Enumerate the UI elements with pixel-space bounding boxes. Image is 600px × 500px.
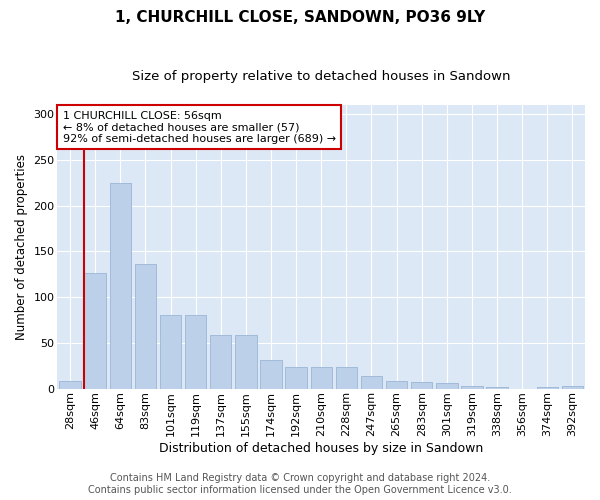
X-axis label: Distribution of detached houses by size in Sandown: Distribution of detached houses by size … <box>159 442 484 455</box>
Bar <box>110 182 131 388</box>
Bar <box>185 316 206 388</box>
Text: Contains HM Land Registry data © Crown copyright and database right 2024.
Contai: Contains HM Land Registry data © Crown c… <box>88 474 512 495</box>
Bar <box>386 381 407 388</box>
Bar <box>210 336 232 388</box>
Bar <box>160 316 181 388</box>
Bar <box>361 376 382 388</box>
Bar <box>135 264 156 388</box>
Bar <box>461 386 482 388</box>
Bar <box>85 274 106 388</box>
Bar <box>311 366 332 388</box>
Bar <box>335 366 357 388</box>
Bar <box>562 386 583 388</box>
Bar <box>487 386 508 388</box>
Bar <box>436 383 458 388</box>
Text: 1 CHURCHILL CLOSE: 56sqm
← 8% of detached houses are smaller (57)
92% of semi-de: 1 CHURCHILL CLOSE: 56sqm ← 8% of detache… <box>63 110 336 144</box>
Title: Size of property relative to detached houses in Sandown: Size of property relative to detached ho… <box>132 70 511 83</box>
Bar <box>59 381 80 388</box>
Bar <box>536 386 558 388</box>
Bar <box>235 336 257 388</box>
Text: 1, CHURCHILL CLOSE, SANDOWN, PO36 9LY: 1, CHURCHILL CLOSE, SANDOWN, PO36 9LY <box>115 10 485 25</box>
Bar <box>411 382 433 388</box>
Bar <box>260 360 281 388</box>
Bar <box>286 366 307 388</box>
Y-axis label: Number of detached properties: Number of detached properties <box>15 154 28 340</box>
